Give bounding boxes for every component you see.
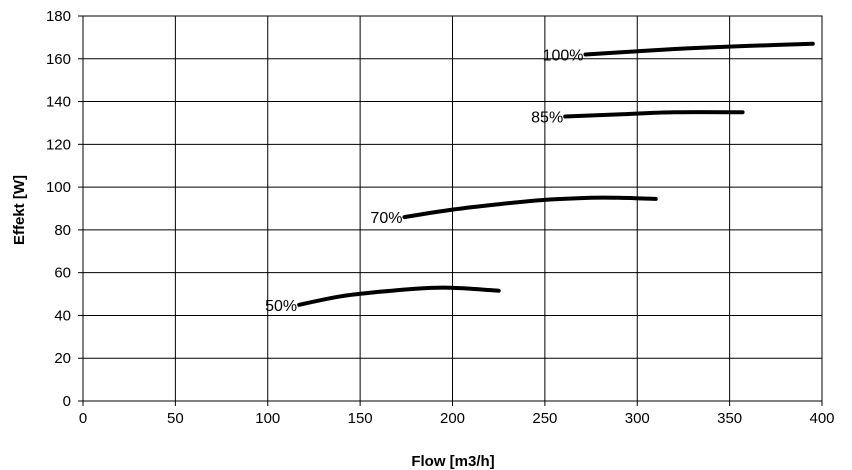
series-line [583,41,815,57]
y-tick-label: 60 [54,265,71,282]
series-labels: 50% 70% 85% 100% [265,48,583,315]
x-tick-label: 350 [717,410,742,427]
y-tick-label: 180 [46,8,71,25]
series-line [297,285,501,307]
plot-area-border [82,15,823,402]
y-axis-label: Effekt [W] [11,175,28,245]
y-tick-label: 160 [46,51,71,68]
x-tick-label: 250 [532,410,557,427]
y-tick-label: 20 [54,350,71,367]
series-label: 100% [543,48,584,65]
tick-labels: 0 50 100 150 200 250 300 350 400 0 20 40 60 80 100 120 1… [46,8,835,427]
series-lines [297,41,815,307]
series-label: 70% [370,210,402,227]
x-tick-label: 0 [79,410,87,427]
y-tick-label: 80 [54,222,71,239]
y-tick-label: 100 [46,179,71,196]
x-tick-label: 100 [255,410,280,427]
x-tick-label: 50 [167,410,184,427]
y-tick-label: 120 [46,136,71,153]
grid [78,15,823,406]
y-tick-label: 140 [46,94,71,111]
series-label: 50% [265,298,297,315]
y-tick-label: 40 [54,307,71,324]
x-axis-label: Flow [m3/h] [411,453,494,470]
series-line [402,195,658,220]
x-tick-label: 300 [625,410,650,427]
series-label: 85% [531,110,563,127]
x-tick-label: 400 [809,410,834,427]
y-tick-label: 0 [63,393,71,410]
x-tick-label: 150 [348,410,373,427]
series-line [563,110,745,119]
x-tick-label: 200 [440,410,465,427]
